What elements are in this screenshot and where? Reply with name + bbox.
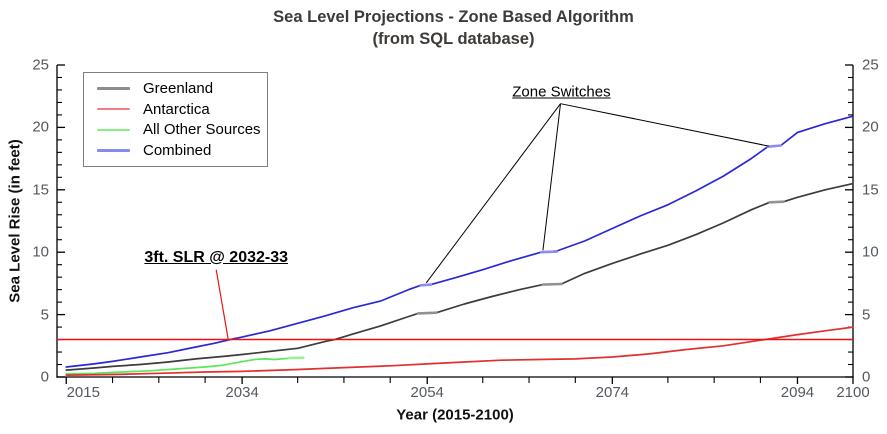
- zone-switch-segment: [768, 200, 785, 204]
- series-greenland: [65, 182, 854, 371]
- series-combined: [65, 115, 854, 368]
- y-tick-label-right: 25: [862, 56, 879, 74]
- zone-switch-leader-line: [560, 103, 769, 147]
- y-tick-label-left: 15: [32, 181, 49, 199]
- legend-label: Greenland: [143, 79, 214, 97]
- x-tick-label: 2015: [66, 384, 100, 401]
- legend-swatch: [97, 87, 130, 90]
- y-tick-label-left: 25: [32, 56, 49, 74]
- x-tick-label: 2074: [595, 384, 630, 401]
- legend-swatch: [97, 107, 130, 111]
- y-axis-label: Sea Level Rise (in feet): [6, 139, 24, 303]
- legend-label: Combined: [143, 142, 212, 160]
- x-axis-label: Year (2015-2100): [396, 406, 514, 424]
- legend-label: All Other Sources: [143, 121, 261, 139]
- slr-annotation: 3ft. SLR @ 2032-33: [144, 248, 289, 266]
- chart-title-line2: (from SQL database): [372, 30, 535, 48]
- x-tick-label: 2100: [836, 384, 870, 401]
- y-tick-label-right: 0: [862, 368, 871, 386]
- legend-item-all-other-sources: All Other Sources: [84, 120, 267, 141]
- zone-switch-segment: [766, 144, 783, 148]
- y-tick-label-right: 15: [862, 181, 879, 199]
- zone-switch-segment: [539, 250, 559, 254]
- x-tick-label: 2054: [410, 384, 444, 401]
- x-tick-label: 2034: [225, 384, 259, 401]
- y-tick-label-right: 20: [862, 118, 879, 136]
- zone-switches-annotation: Zone Switches: [512, 83, 611, 101]
- legend-item-combined: Combined: [84, 140, 267, 161]
- legend-swatch: [97, 149, 130, 152]
- y-tick-label-right: 10: [862, 243, 879, 261]
- chart-title-line1: Sea Level Projections - Zone Based Algor…: [273, 8, 634, 26]
- y-tick-label-left: 0: [40, 368, 49, 386]
- slr-leader-line: [215, 269, 229, 340]
- zone-switch-segment: [541, 282, 563, 286]
- y-tick-label-left: 5: [40, 306, 49, 324]
- zone-switch-segment: [419, 283, 433, 287]
- zone-switch-leader-line: [542, 103, 562, 251]
- legend-swatch: [97, 128, 130, 132]
- x-tick-label: 2094: [780, 384, 815, 401]
- legend-item-greenland: Greenland: [84, 78, 267, 99]
- legend-item-antarctica: Antarctica: [84, 99, 267, 120]
- legend: Greenland Antarctica All Other Sources Comb…: [83, 72, 268, 167]
- series-all-other-sources: [65, 356, 305, 375]
- legend-label: Antarctica: [143, 100, 210, 118]
- y-tick-label-right: 5: [862, 306, 871, 324]
- zone-switch-segment: [416, 311, 438, 315]
- zone-switch-leader-line: [425, 103, 561, 284]
- y-tick-label-left: 20: [32, 118, 49, 136]
- series-antarctica: [65, 326, 854, 376]
- y-tick-label-left: 10: [32, 243, 49, 261]
